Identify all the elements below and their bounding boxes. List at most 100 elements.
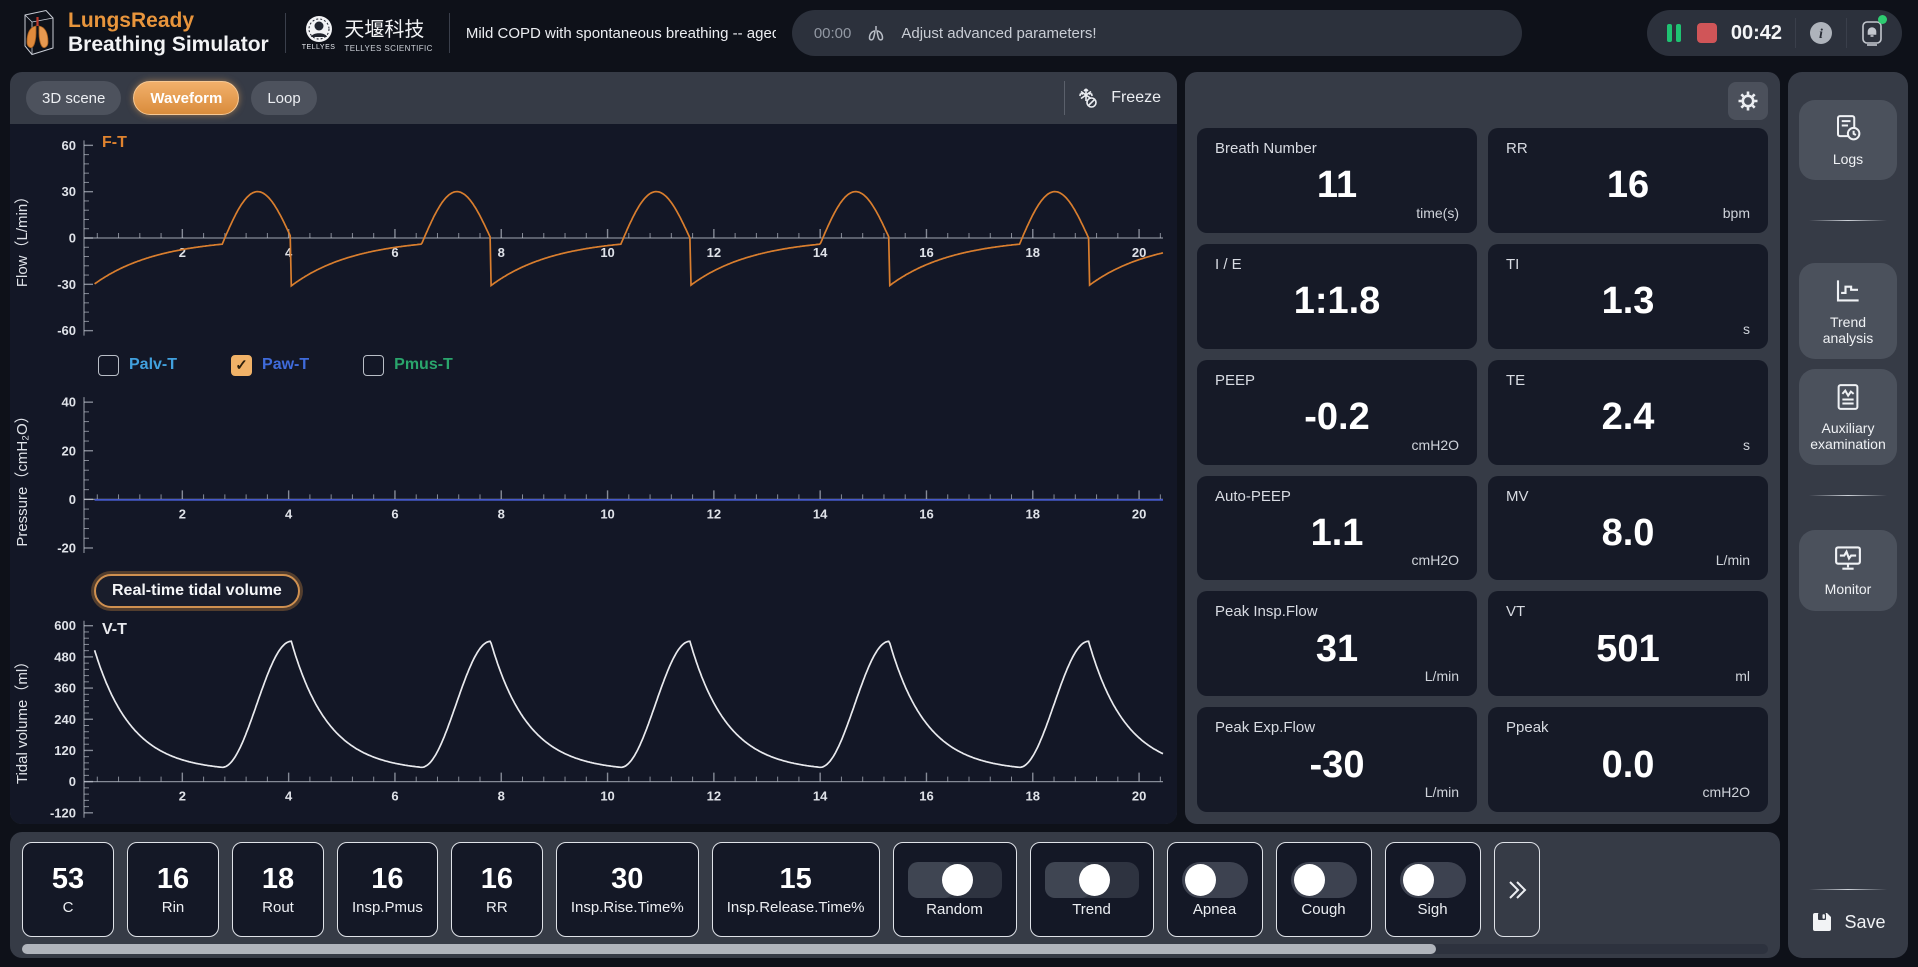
- sidebar-button-monitor[interactable]: Monitor: [1799, 530, 1897, 611]
- metric-value: 1.1: [1310, 511, 1364, 554]
- svg-text:12: 12: [707, 789, 721, 804]
- param-value: 16: [156, 863, 190, 895]
- tab-3d-scene[interactable]: 3D scene: [26, 81, 122, 115]
- param-box-rr[interactable]: 16 RR: [450, 842, 543, 937]
- param-box-insp-pmus[interactable]: 16 Insp.Pmus: [337, 842, 438, 937]
- tellyes-avatar-icon: [305, 15, 333, 43]
- svg-text:-120: -120: [50, 805, 76, 820]
- horizontal-scrollbar[interactable]: [22, 944, 1768, 954]
- toggle-box-apnea[interactable]: Apnea: [1166, 842, 1263, 937]
- svg-text:30: 30: [62, 184, 76, 199]
- chart-area: -60 -30 0 30 60 2 4 6 8 10 12 14 16 18 20 F-T Flow（L/min…: [10, 124, 1177, 824]
- metric-value: 11: [1316, 164, 1358, 207]
- svg-text:20: 20: [62, 443, 76, 458]
- expand-parameters-button[interactable]: [1493, 842, 1540, 937]
- param-label: Rout: [262, 899, 294, 916]
- advanced-parameters-hint: 00:00 Adjust advanced parameters!: [791, 10, 1522, 56]
- param-box-insp-release-time[interactable]: 15 Insp.Release.Time%: [711, 842, 880, 937]
- pause-button[interactable]: [1665, 22, 1683, 44]
- series-toggle-paw-t[interactable]: ✓ Paw-T: [231, 354, 309, 376]
- divider: [1064, 81, 1066, 115]
- param-value: 30: [611, 863, 644, 895]
- param-label: Insp.Rise.Time%: [570, 899, 684, 916]
- toggle-knob[interactable]: [1402, 863, 1434, 896]
- checkbox-unchecked[interactable]: [98, 354, 119, 376]
- toggle-knob[interactable]: [1078, 863, 1110, 896]
- param-box-c[interactable]: 53 C: [22, 842, 114, 937]
- metrics-settings-button[interactable]: [1728, 82, 1768, 120]
- metric-label: Breath Number: [1215, 140, 1317, 157]
- flow-time-chart: -60 -30 0 30 60 2 4 6 8 10 12 14 16 18 20 F-T Flow（L/min…: [10, 124, 1177, 349]
- toggle-knob[interactable]: [1293, 863, 1325, 896]
- param-value: 16: [371, 863, 404, 895]
- save-label: Save: [1844, 911, 1886, 932]
- sidebar-button-trend-analysis[interactable]: Trend analysis: [1799, 263, 1897, 360]
- toggle-switch-apnea[interactable]: [1181, 861, 1248, 898]
- svg-text:F-T: F-T: [102, 134, 127, 151]
- sidebar-button-label: Auxiliary examination: [1810, 420, 1886, 453]
- metric-label: Ppeak: [1506, 719, 1549, 737]
- sidebar-button-auxiliary-examination[interactable]: Auxiliary examination: [1799, 369, 1897, 466]
- toggle-switch-random[interactable]: [907, 861, 1002, 898]
- toggle-knob[interactable]: [1184, 863, 1216, 896]
- freeze-label: Freeze: [1111, 89, 1161, 106]
- metrics-panel: Breath Number 11 time(s) RR 16 bpm I / E 1:1.8 T…: [1185, 72, 1780, 824]
- svg-text:0: 0: [69, 774, 76, 789]
- series-toggle-pmus-t[interactable]: Pmus-T: [363, 354, 453, 376]
- svg-text:12: 12: [707, 245, 721, 260]
- checkbox-checked[interactable]: ✓: [231, 354, 253, 376]
- svg-text:20: 20: [1132, 789, 1146, 804]
- metric-label: VT: [1506, 603, 1526, 621]
- metric-label: TE: [1506, 371, 1526, 389]
- svg-text:6: 6: [391, 506, 398, 521]
- param-value: 16: [480, 863, 513, 895]
- sidebar-button-label: Monitor: [1824, 581, 1872, 598]
- scrollbar-thumb[interactable]: [22, 944, 1437, 954]
- toggle-switch-sigh[interactable]: [1399, 861, 1466, 898]
- toggle-box-sigh[interactable]: Sigh: [1384, 842, 1481, 937]
- svg-text:14: 14: [813, 506, 828, 521]
- toggle-box-random[interactable]: Random: [892, 842, 1017, 937]
- save-button[interactable]: Save: [1810, 910, 1886, 934]
- freeze-button[interactable]: Freeze: [1064, 81, 1161, 115]
- parameter-bar: 53 C 16 Rin 18 Rout 16 Insp.Pmus 16 RR 30 Insp.Rise…: [10, 832, 1780, 958]
- toggle-switch-trend[interactable]: [1044, 861, 1139, 898]
- metric-unit: L/min: [1424, 668, 1459, 685]
- top-bar: LungsReady Breathing Simulator TELLYES 天…: [0, 0, 1918, 66]
- series-toggle-palv-t[interactable]: Palv-T: [98, 354, 177, 376]
- device-status-button[interactable]: [1860, 15, 1887, 47]
- svg-text:18: 18: [1026, 245, 1040, 260]
- svg-text:20: 20: [1132, 506, 1146, 521]
- metric-label: MV: [1506, 487, 1529, 505]
- session-timer: 00:00: [813, 24, 852, 42]
- auxiliary-examination-icon: [1833, 382, 1863, 412]
- checkbox-unchecked[interactable]: [363, 354, 385, 376]
- stop-button[interactable]: [1696, 22, 1718, 44]
- svg-text:4: 4: [285, 789, 293, 804]
- tab-loop[interactable]: Loop: [251, 81, 317, 115]
- metric-label: I / E: [1215, 255, 1242, 273]
- toggle-box-trend[interactable]: Trend: [1029, 842, 1154, 937]
- info-button[interactable]: i: [1809, 21, 1833, 45]
- sidebar-button-logs[interactable]: Logs: [1799, 100, 1897, 181]
- metric-unit: cmH2O: [1411, 436, 1459, 453]
- svg-text:40: 40: [62, 395, 76, 410]
- toggle-knob[interactable]: [941, 863, 973, 896]
- tab-waveform[interactable]: Waveform: [133, 81, 240, 115]
- toggle-box-cough[interactable]: Cough: [1275, 842, 1372, 937]
- param-box-rin[interactable]: 16 Rin: [127, 842, 219, 937]
- metric-value: 0.0: [1601, 743, 1655, 786]
- metric-unit: L/min: [1715, 552, 1750, 569]
- divider: [284, 13, 286, 53]
- elapsed-timer: 00:42: [1730, 21, 1782, 44]
- svg-text:18: 18: [1026, 789, 1040, 804]
- vendor-badge-text: TELLYES: [301, 44, 336, 51]
- param-box-rout[interactable]: 18 Rout: [232, 842, 324, 937]
- toggle-switch-cough[interactable]: [1290, 861, 1357, 898]
- param-label: Insp.Pmus: [352, 899, 423, 916]
- view-tabs: 3D scene Waveform Loop: [26, 81, 317, 115]
- svg-text:8: 8: [498, 506, 505, 521]
- param-box-insp-rise-time[interactable]: 30 Insp.Rise.Time%: [555, 842, 699, 937]
- svg-text:0: 0: [69, 231, 76, 246]
- svg-text:4: 4: [285, 506, 293, 521]
